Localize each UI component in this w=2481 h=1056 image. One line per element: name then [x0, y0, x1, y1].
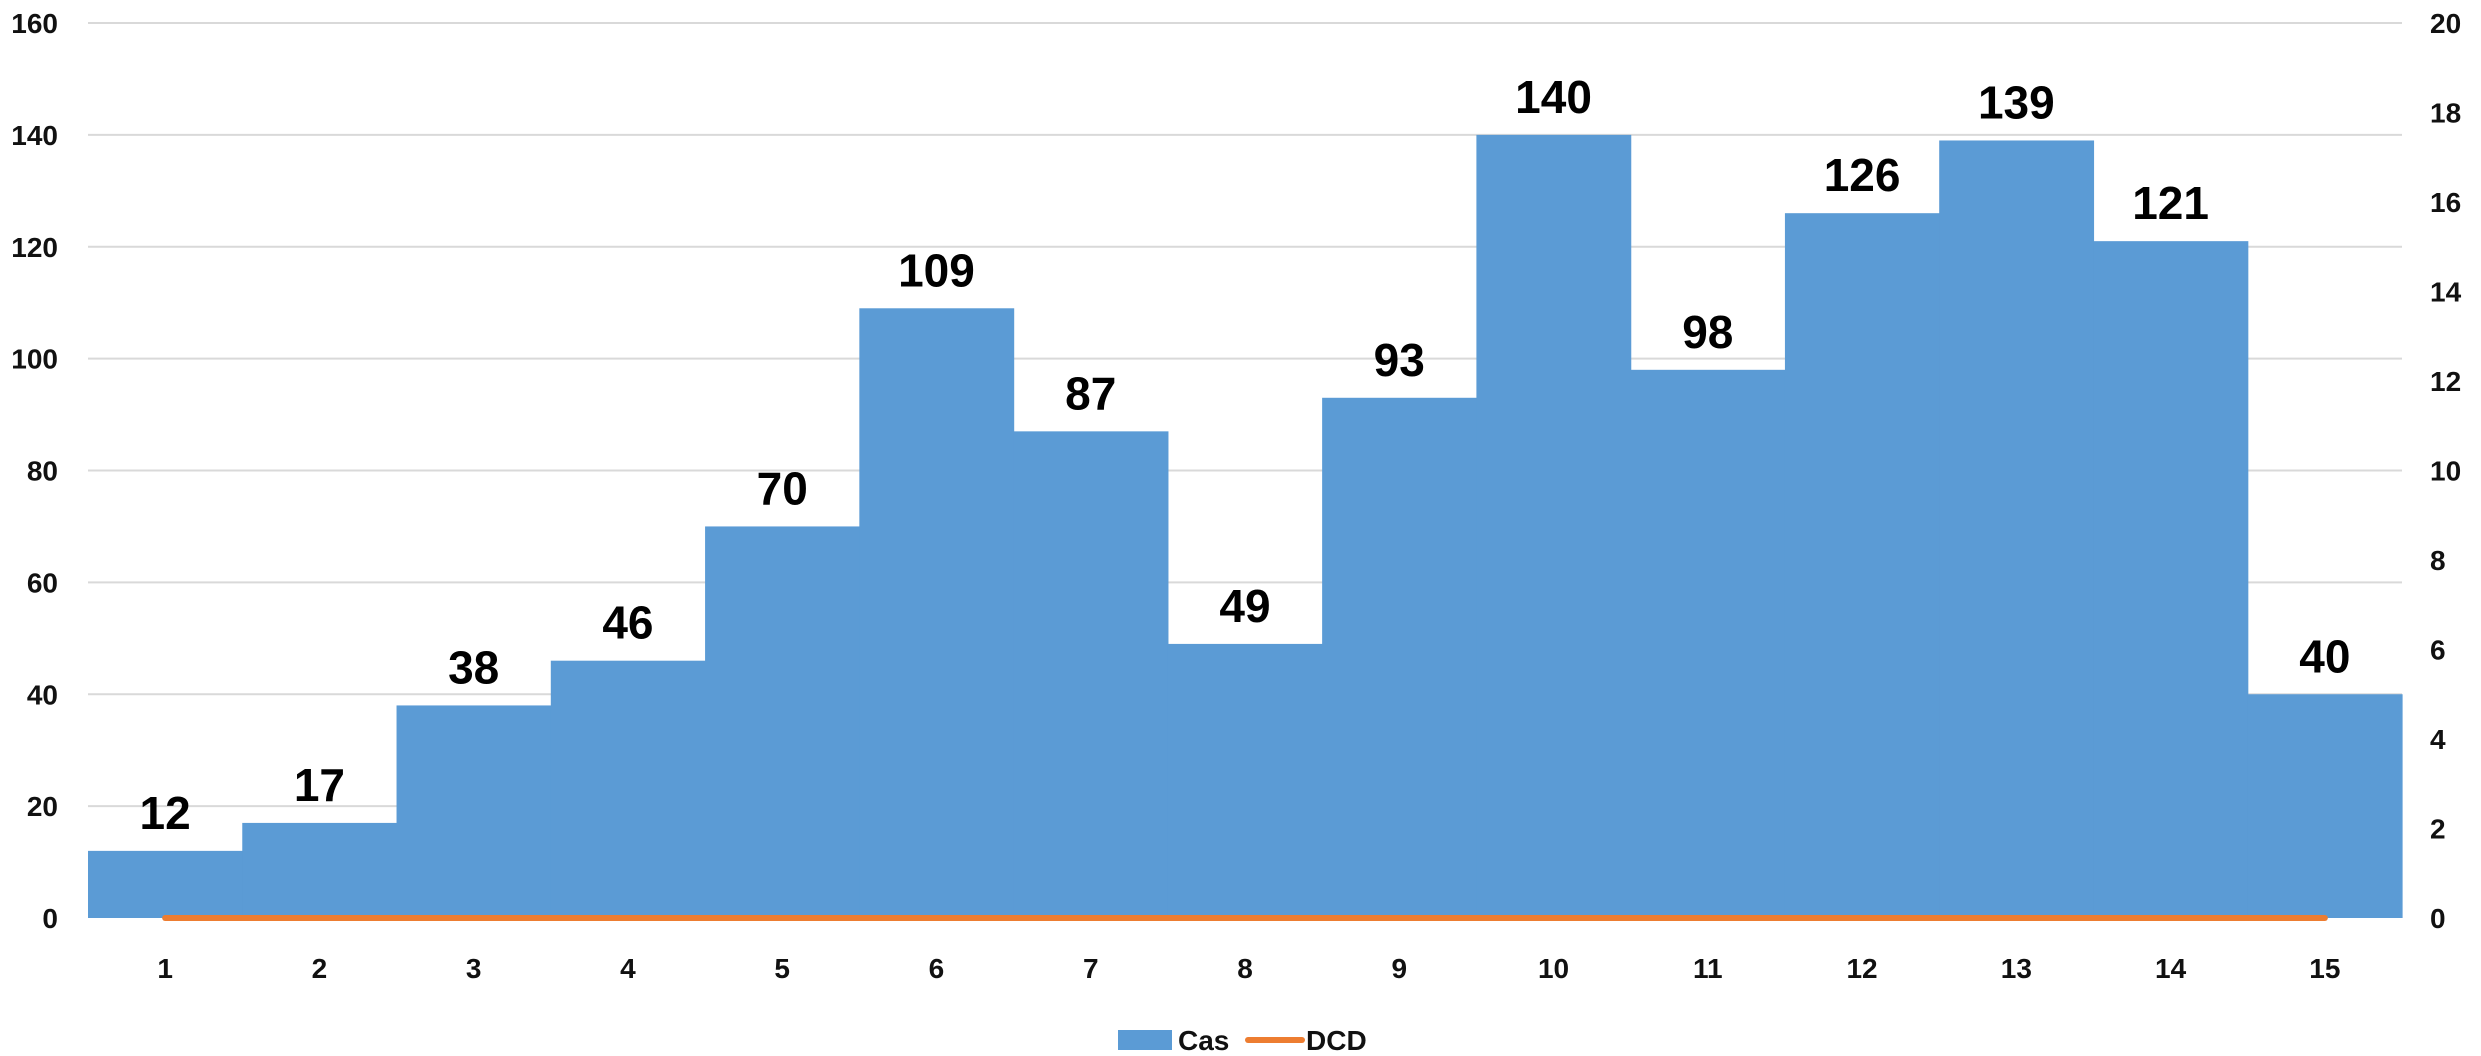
data-label: 126 [1824, 149, 1901, 201]
y-tick-label: 80 [27, 456, 58, 487]
y-tick-label: 0 [42, 903, 58, 934]
gridlines [88, 22, 2402, 808]
x-tick-label: 4 [620, 953, 636, 984]
legend-label-dcd: DCD [1306, 1025, 1367, 1056]
y-tick-label: 40 [27, 679, 58, 710]
x-tick-label: 13 [2001, 953, 2032, 984]
data-label: 12 [140, 787, 191, 839]
data-label: 139 [1978, 76, 2055, 128]
data-label: 87 [1065, 367, 1116, 419]
legend-label-cas: Cas [1178, 1025, 1229, 1056]
x-tick-label: 9 [1391, 953, 1407, 984]
y-axis-right: 0 2 4 6 8 10 12 14 16 18 20 [2430, 8, 2462, 934]
x-tick-label: 14 [2155, 953, 2187, 984]
bar-cas [1013, 431, 1169, 918]
x-tick-label: 1 [157, 953, 173, 984]
y-tick-label: 100 [11, 344, 58, 375]
y-tick-label: 20 [27, 791, 58, 822]
x-tick-label: 11 [1693, 953, 1723, 984]
x-tick-label: 3 [466, 953, 482, 984]
data-label: 93 [1374, 334, 1425, 386]
bar-cas [88, 850, 243, 918]
y-tick-label: 120 [11, 232, 58, 263]
data-label: 109 [898, 244, 975, 296]
bar-cas [550, 660, 706, 918]
bars-cas [88, 134, 2403, 918]
y2-tick-label: 6 [2430, 635, 2446, 666]
bar-cas [1630, 369, 1786, 918]
x-tick-label: 12 [1846, 953, 1877, 984]
x-tick-label: 10 [1538, 953, 1569, 984]
x-tick-label: 8 [1237, 953, 1253, 984]
y-axis-left: 0 20 40 60 80 100 120 140 160 [11, 8, 58, 934]
bar-cas [1167, 643, 1323, 918]
y-tick-label: 160 [11, 8, 58, 39]
bar-cas [2247, 694, 2403, 918]
data-label: 70 [757, 462, 808, 514]
bar-cas [1476, 134, 1632, 918]
x-axis: 1 2 3 4 5 6 7 8 9 10 11 12 13 14 15 [157, 953, 2340, 984]
x-tick-label: 2 [312, 953, 328, 984]
x-tick-label: 5 [774, 953, 790, 984]
x-tick-label: 7 [1083, 953, 1099, 984]
bar-cas [859, 308, 1015, 918]
bar-cas [705, 526, 860, 918]
bar-cas [1784, 213, 1940, 918]
legend-swatch-cas [1118, 1030, 1172, 1050]
data-label: 17 [294, 759, 345, 811]
y2-tick-label: 8 [2430, 545, 2446, 576]
data-label: 46 [602, 597, 653, 649]
bar-cas [396, 705, 552, 918]
y2-tick-label: 12 [2430, 366, 2461, 397]
bar-cas [1322, 397, 1477, 918]
x-tick-label: 6 [929, 953, 945, 984]
data-label: 49 [1219, 580, 1270, 632]
y2-tick-label: 2 [2430, 814, 2446, 845]
data-label: 121 [2132, 177, 2209, 229]
y2-tick-label: 14 [2430, 277, 2462, 308]
data-label: 140 [1515, 71, 1592, 123]
y-tick-label: 140 [11, 120, 58, 151]
y2-tick-label: 18 [2430, 98, 2461, 129]
data-label: 98 [1682, 306, 1733, 358]
x-tick-label: 15 [2309, 953, 2340, 984]
y2-tick-label: 16 [2430, 187, 2461, 218]
legend: Cas DCD [1118, 1025, 1367, 1056]
y-tick-label: 60 [27, 567, 58, 598]
data-labels: 12 17 38 46 70 109 87 49 93 140 98 126 139 121 40 [140, 71, 2351, 839]
y2-tick-label: 4 [2430, 724, 2446, 755]
data-label: 40 [2299, 630, 2350, 682]
y2-tick-label: 20 [2430, 8, 2461, 39]
bar-cas [2093, 241, 2249, 918]
data-label: 38 [448, 641, 499, 693]
y2-tick-label: 10 [2430, 456, 2461, 487]
y2-tick-label: 0 [2430, 903, 2446, 934]
bar-cas [242, 822, 398, 918]
bar-cas [1939, 140, 2095, 918]
